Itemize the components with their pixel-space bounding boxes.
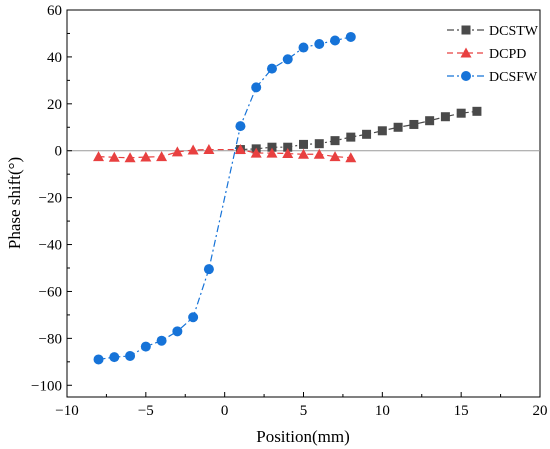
data-point-dcstw bbox=[393, 122, 403, 132]
data-point-dcsfw bbox=[203, 264, 214, 275]
legend-item-dcsfw: DCSFW bbox=[447, 70, 538, 85]
data-point-dcsfw bbox=[282, 54, 293, 65]
data-point-dcsfw bbox=[251, 82, 262, 93]
data-point-dcstw bbox=[299, 139, 308, 149]
data-point-dcsfw bbox=[125, 350, 136, 361]
data-point-dcstw bbox=[330, 136, 340, 146]
legend-marker-dcstw bbox=[461, 25, 471, 35]
series-dcpd bbox=[93, 144, 357, 163]
y-tick-label: −40 bbox=[39, 238, 62, 254]
data-point-dcsfw bbox=[345, 31, 356, 42]
x-tick-label: 15 bbox=[454, 403, 469, 419]
x-tick-label: 0 bbox=[221, 403, 229, 419]
data-point-dcpd bbox=[266, 147, 278, 158]
data-point-dcpd bbox=[187, 144, 199, 155]
data-point-dcpd bbox=[345, 152, 357, 163]
data-point-dcpd bbox=[234, 144, 246, 155]
data-point-dcstw bbox=[425, 116, 435, 126]
data-point-dcsfw bbox=[140, 341, 151, 352]
legend-label-dcsfw: DCSFW bbox=[489, 70, 538, 85]
series-line-dcsfw bbox=[98, 36, 351, 361]
series-line-dcpd bbox=[98, 148, 351, 159]
data-point-dcpd bbox=[140, 151, 152, 162]
legend-item-dcstw: DCSTW bbox=[447, 24, 539, 39]
legend-label-dcstw: DCSTW bbox=[489, 24, 539, 39]
data-point-dcsfw bbox=[330, 35, 341, 46]
series-dcstw bbox=[235, 106, 482, 155]
legend-marker-dcpd bbox=[460, 47, 472, 58]
data-point-dcpd bbox=[203, 144, 215, 155]
data-point-dcpd bbox=[329, 151, 341, 162]
legend-marker-dcsfw bbox=[461, 71, 471, 81]
data-point-dcsfw bbox=[266, 63, 277, 74]
plot-frame bbox=[66, 9, 541, 398]
legend-label-dcpd: DCPD bbox=[489, 47, 526, 62]
data-point-dcstw bbox=[456, 108, 466, 118]
y-axis-ticks: −100 −80 −60 −40 −20 0 20 40 60 bbox=[31, 3, 72, 394]
data-point-dcstw bbox=[377, 126, 387, 136]
y-tick-label: −100 bbox=[31, 378, 62, 394]
legend-item-dcpd: DCPD bbox=[447, 47, 526, 62]
x-axis-title: Position(mm) bbox=[256, 427, 350, 446]
data-point-dcsfw bbox=[109, 352, 120, 363]
x-tick-label: 20 bbox=[533, 403, 548, 419]
data-point-dcsfw bbox=[156, 335, 167, 346]
data-point-dcpd bbox=[313, 148, 325, 159]
data-point-dcpd bbox=[93, 151, 105, 162]
data-point-dcpd bbox=[156, 151, 168, 162]
data-point-dcpd bbox=[250, 147, 262, 158]
legend: DCSTW DCPD DCSFW bbox=[447, 24, 539, 85]
data-point-dcsfw bbox=[314, 39, 325, 50]
x-tick-label: −5 bbox=[138, 403, 154, 419]
data-point-dcstw bbox=[440, 112, 450, 122]
x-tick-label: −10 bbox=[55, 403, 78, 419]
data-point-dcstw bbox=[283, 142, 293, 152]
data-point-dcpd bbox=[298, 148, 309, 159]
data-point-dcstw bbox=[346, 132, 356, 142]
data-point-dcpd bbox=[108, 151, 120, 162]
data-point-dcstw bbox=[314, 139, 324, 149]
y-tick-label: 60 bbox=[47, 3, 62, 19]
data-point-dcstw bbox=[409, 119, 419, 129]
data-point-dcsfw bbox=[235, 121, 246, 132]
y-axis-title: Phase shift(°) bbox=[5, 157, 24, 249]
series-line-dcstw bbox=[240, 110, 478, 151]
x-tick-label: 10 bbox=[375, 403, 390, 419]
y-tick-label: 0 bbox=[55, 144, 63, 160]
y-tick-label: −20 bbox=[39, 191, 62, 207]
data-point-dcsfw bbox=[188, 312, 199, 323]
data-point-dcsfw bbox=[93, 354, 104, 365]
y-tick-label: −60 bbox=[39, 284, 62, 300]
data-point-dcpd bbox=[124, 152, 136, 163]
series-layer bbox=[93, 31, 482, 365]
series-dcsfw bbox=[93, 31, 356, 365]
data-point-dcpd bbox=[171, 146, 183, 157]
x-axis-ticks: −10 −5 0 5 10 15 20 bbox=[55, 392, 548, 419]
data-point-dcstw bbox=[472, 106, 482, 116]
y-tick-label: 40 bbox=[47, 50, 62, 66]
data-point-dcstw bbox=[267, 142, 277, 152]
x-tick-label: 5 bbox=[300, 403, 308, 419]
data-point-dcsfw bbox=[172, 326, 183, 337]
data-point-dcsfw bbox=[298, 42, 309, 53]
data-point-dcstw bbox=[362, 129, 372, 139]
data-point-dcpd bbox=[282, 148, 294, 159]
y-tick-label: 20 bbox=[47, 97, 62, 113]
y-tick-label: −80 bbox=[39, 331, 62, 347]
